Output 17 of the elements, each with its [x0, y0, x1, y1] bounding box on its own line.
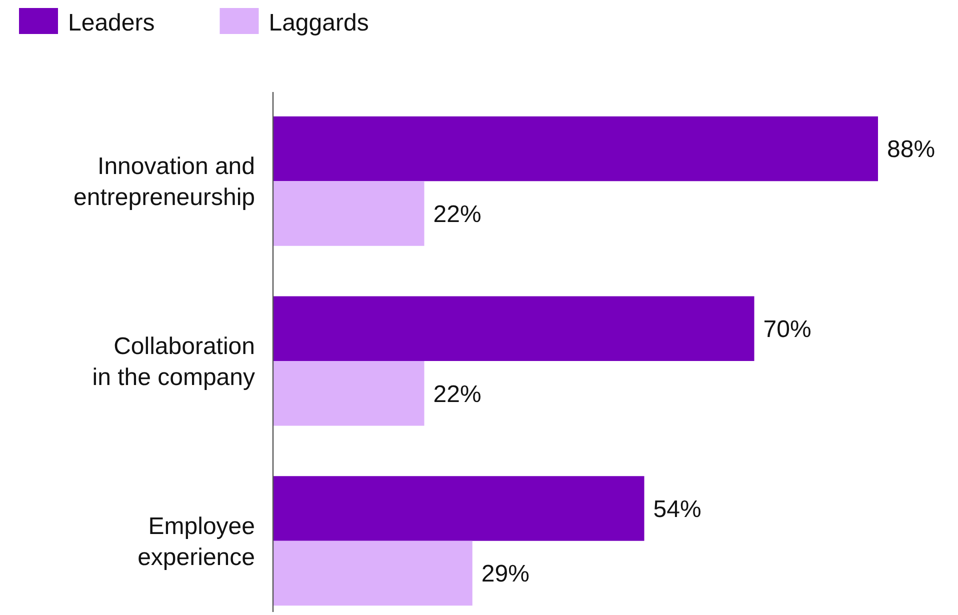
legend-label: Leaders	[68, 9, 155, 36]
data-label: 88%	[887, 136, 936, 164]
data-label: 22%	[433, 380, 482, 408]
data-label: 70%	[763, 316, 812, 344]
bar	[273, 181, 424, 246]
data-label: 22%	[433, 200, 482, 228]
legend-label: Laggards	[268, 9, 369, 36]
bar	[273, 361, 424, 426]
bar	[273, 476, 644, 541]
y-tick-label: Collaboration in the company	[92, 332, 255, 391]
bar	[273, 296, 754, 361]
bar	[273, 540, 472, 606]
y-tick-label: Employee experience	[138, 512, 255, 571]
bar	[273, 116, 878, 182]
data-label: 29%	[481, 560, 530, 588]
y-tick-label: Innovation and entrepreneurship	[74, 153, 255, 212]
data-label: 54%	[653, 496, 702, 523]
